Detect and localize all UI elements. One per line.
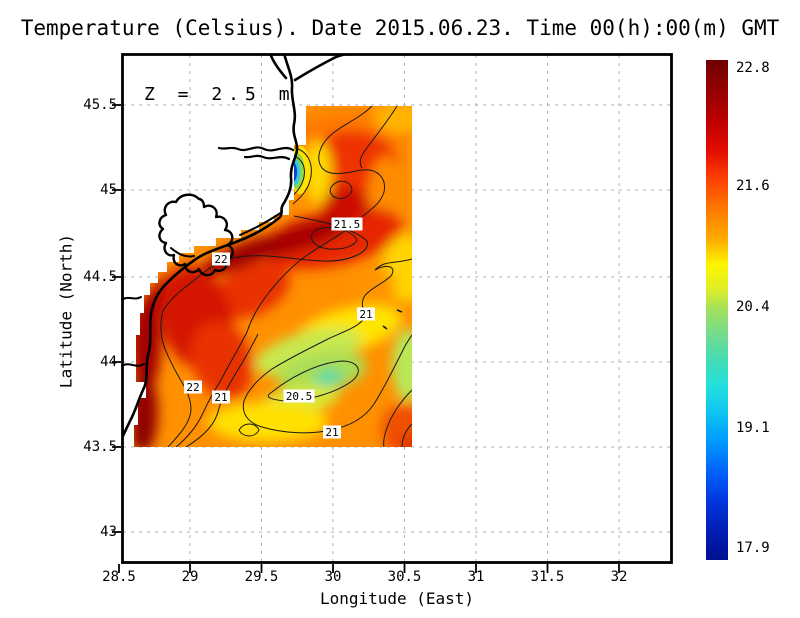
y-tick-label: 44.5 [83,269,117,285]
colorbar-label: 20.4 [736,299,770,315]
contour-label: 20.5 [283,389,315,403]
coastline [123,55,348,439]
contour-label: 21.5 [331,217,363,231]
svg-text:21: 21 [214,391,227,404]
plot-title: Temperature (Celsius). Date 2015.06.23. … [20,16,780,40]
contour-label: 21 [357,307,375,321]
colorbar-label: 19.1 [736,420,770,436]
x-tick-label: 32 [610,569,628,585]
y-tick-label: 44 [100,354,117,370]
contour-label: 21 [323,425,341,439]
svg-text:21: 21 [325,426,338,439]
colorbar-label: 21.6 [736,178,770,194]
svg-text:22: 22 [186,381,199,394]
svg-text:21: 21 [359,308,372,321]
colorbar-gradient [706,60,728,560]
svg-text:20.5: 20.5 [286,390,313,403]
x-tick-label: 30 [324,569,342,585]
lagoon-outline [158,193,234,277]
colorbar [706,60,728,560]
x-tick-label: 29 [181,569,199,585]
y-tick-label: 45 [100,182,117,198]
colorbar-label: 22.8 [736,60,770,76]
contour-label: 22 [212,252,230,266]
x-tick-label: 31 [467,569,485,585]
x-tick-label: 28.5 [102,569,136,585]
plot-frame [121,53,673,564]
x-tick-label: 29.5 [244,569,279,585]
colorbar-label: 17.9 [736,540,770,556]
temperature-field [134,106,412,447]
depth-label: Z = 2.5 m [144,84,296,105]
contour-label: 22 [184,380,202,394]
x-tick-label: 31.5 [530,569,565,585]
svg-text:21.5: 21.5 [334,218,361,231]
y-tick-label: 45.5 [83,97,117,113]
contour-label: 21 [212,390,230,404]
y-tick-label: 43 [100,524,117,540]
y-tick-label: 43.5 [83,439,117,455]
axis-ticks [112,104,620,573]
svg-text:22: 22 [214,253,227,266]
contour-labels: 21.5 22 21 22 21 20.5 21 [184,217,375,439]
x-axis-label: Longitude (East) [319,589,475,608]
x-tick-label: 30.5 [387,569,422,585]
